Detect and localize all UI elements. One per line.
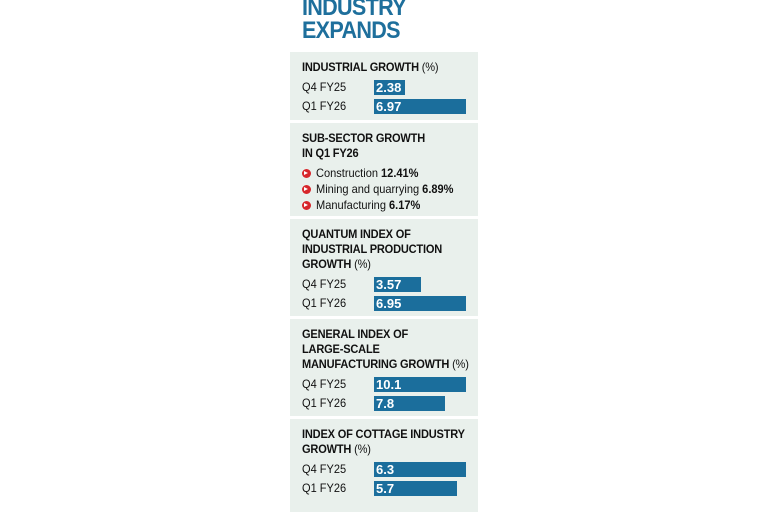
sector-label: Construction [316,166,382,180]
panel-title: SUB-SECTOR GROWTH IN Q1 FY26 [302,131,425,161]
panel-title: GENERAL INDEX OF LARGE-SCALE MANUFACTURING… [302,327,469,372]
unit-label: (%) [418,60,439,74]
bar-row: Q1 FY26 6.97 [302,99,478,114]
headline-line-2: EXPANDS [302,17,401,44]
headline: INDUSTRY EXPANDS [302,0,460,44]
bar [374,277,422,292]
unit-label: (%) [351,442,371,456]
unit-label: (%) [351,257,371,271]
bar-row: Q4 FY25 2.38 [302,80,478,95]
bar-row: Q1 FY26 6.95 [302,296,478,311]
panel-title-line: MANUFACTURING GROWTH (%) [302,357,469,371]
list-item-text: Manufacturing 6.17% [316,198,420,213]
panel-title-line: INDUSTRIAL PRODUCTION [302,242,443,256]
bar [374,99,466,114]
panel-title: QUANTUM INDEX OF INDUSTRIAL PRODUCTION GRO… [302,227,442,272]
bar-row: Q4 FY25 10.1 [302,377,478,392]
data-label: 7.8 [376,396,395,411]
bar [374,481,458,496]
bullet-icon [302,185,311,194]
category-label: Q1 FY26 [302,99,347,113]
data-label: 10.1 [376,377,402,392]
category-label: Q1 FY26 [302,296,347,310]
sector-value: 6.89% [422,182,454,196]
bar [374,377,466,392]
panel-title-line: INDEX OF COTTAGE INDUSTRY [302,427,465,441]
sector-value: 6.17% [389,198,421,212]
panel-2: SUB-SECTOR GROWTH IN Q1 FY26 Construction … [290,123,478,216]
bar-row: Q1 FY26 7.8 [302,396,478,411]
panel-4: GENERAL INDEX OF LARGE-SCALE MANUFACTURING… [290,319,478,416]
data-label: 6.95 [376,296,402,311]
data-label: 6.3 [376,462,395,477]
bar-row: Q4 FY25 6.3 [302,462,478,477]
bullet-icon [302,169,311,178]
bar [374,80,406,95]
panel-3: QUANTUM INDEX OF INDUSTRIAL PRODUCTION GRO… [290,219,478,316]
sector-label: Mining and quarrying [316,182,423,196]
bar-row: Q1 FY26 5.7 [302,481,478,496]
list-item: Manufacturing 6.17% [302,198,478,213]
sector-value: 12.41% [381,166,419,180]
panel-title-line: SUB-SECTOR GROWTH [302,131,426,145]
data-label: 5.7 [376,481,395,496]
bar [374,296,466,311]
list-item-text: Mining and quarrying 6.89% [316,182,453,197]
bar [374,396,446,411]
bullet-icon [302,201,311,210]
panel-title: INDEX OF COTTAGE INDUSTRY GROWTH (%) [302,427,465,457]
panel-title-line: QUANTUM INDEX OF [302,227,411,241]
panel-title: INDUSTRIAL GROWTH (%) [302,60,439,75]
category-label: Q1 FY26 [302,481,347,495]
panel-title-line: GROWTH (%) [302,442,371,456]
list-item: Construction 12.41% [302,166,478,181]
data-label: 2.38 [376,80,402,95]
panel-title-line: INDUSTRIAL GROWTH (%) [302,60,439,74]
list-item: Mining and quarrying 6.89% [302,182,478,197]
data-label: 6.97 [376,99,402,114]
category-label: Q4 FY25 [302,377,347,391]
data-label: 3.57 [376,277,402,292]
headline-line-1: INDUSTRY [302,0,407,21]
panel-title-line: GROWTH (%) [302,257,371,271]
panel-title-line: GENERAL INDEX OF [302,327,409,341]
panel-title-line: IN Q1 FY26 [302,146,359,160]
category-label: Q1 FY26 [302,396,347,410]
category-label: Q4 FY25 [302,277,347,291]
category-label: Q4 FY25 [302,462,347,476]
bar [374,462,466,477]
list-item-text: Construction 12.41% [316,166,418,181]
sector-label: Manufacturing [316,198,390,212]
category-label: Q4 FY25 [302,80,347,94]
panel-5: INDEX OF COTTAGE INDUSTRY GROWTH (%) Q4 FY… [290,419,478,512]
panel-1: INDUSTRIAL GROWTH (%) Q4 FY25 2.38 Q1 FY26 6… [290,52,478,120]
bar-row: Q4 FY25 3.57 [302,277,478,292]
unit-label: (%) [449,357,469,371]
panel-title-line: LARGE-SCALE [302,342,380,356]
